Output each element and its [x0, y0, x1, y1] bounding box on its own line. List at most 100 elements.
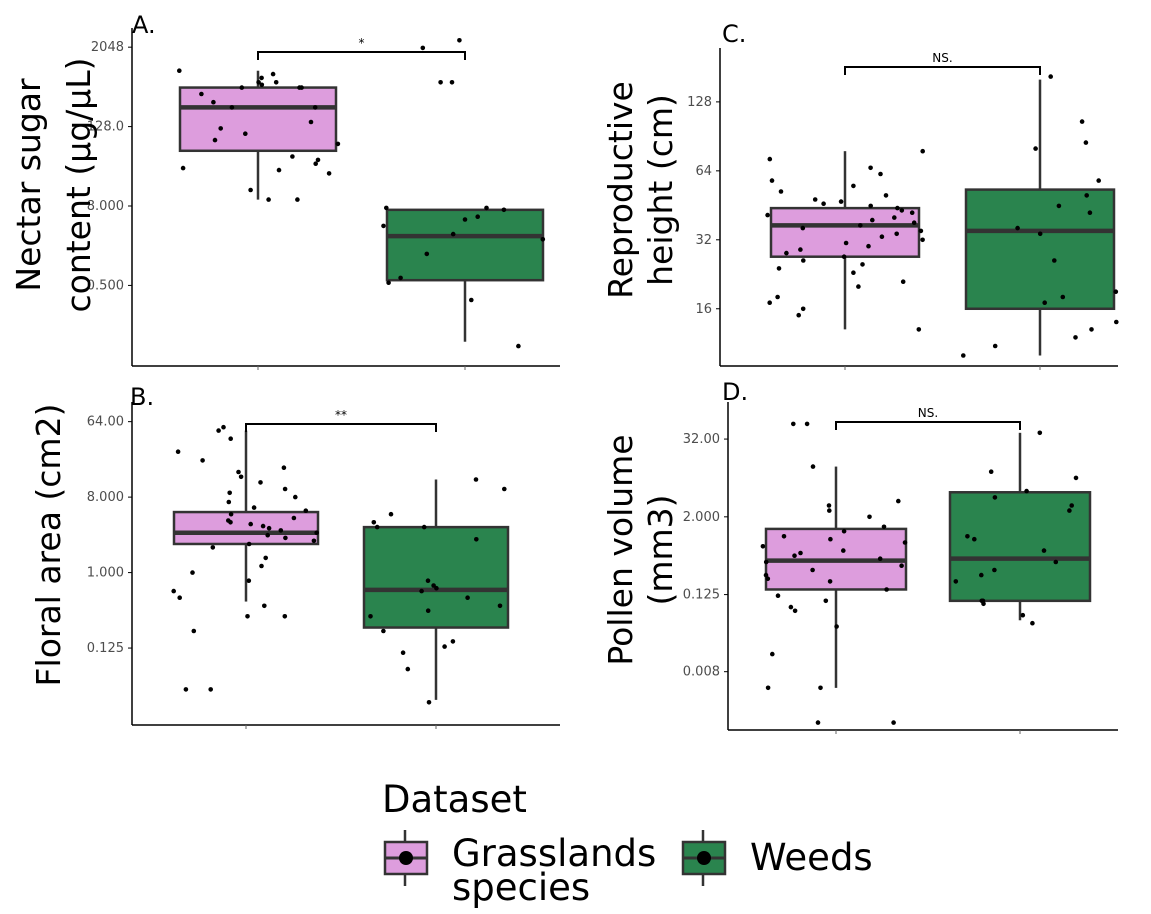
data-point: [841, 548, 846, 553]
data-point: [501, 207, 507, 213]
data-point: [426, 700, 432, 705]
data-point: [381, 628, 386, 634]
data-point: [236, 469, 241, 475]
data-point: [798, 550, 803, 556]
y-tick-label: 1.000: [87, 566, 124, 581]
legend-item-weeds: Weeds: [681, 830, 873, 886]
significance-label: NS.: [918, 406, 938, 420]
box-grasslands: [178, 86, 338, 153]
data-point: [191, 628, 197, 634]
data-point: [810, 464, 816, 469]
data-point: [438, 80, 443, 85]
data-point: [226, 518, 231, 523]
data-point: [266, 197, 271, 202]
data-point: [229, 105, 235, 110]
legend-label: Weeds: [750, 836, 873, 879]
data-point: [979, 572, 984, 578]
data-point: [516, 343, 521, 349]
significance-bracket: [257, 51, 466, 60]
data-point: [838, 199, 844, 204]
data-point: [278, 528, 284, 533]
y-tick-label: 2048: [91, 40, 124, 55]
data-point: [916, 327, 922, 332]
box-weeds: [964, 188, 1116, 311]
box-grasslands: [172, 510, 320, 546]
data-point: [1037, 231, 1043, 237]
data-point: [239, 85, 245, 90]
data-point: [421, 524, 427, 530]
data-point: [218, 126, 223, 131]
data-point: [884, 587, 889, 592]
data-point: [896, 498, 901, 504]
data-point: [248, 521, 253, 527]
data-point: [299, 85, 304, 90]
data-point: [775, 294, 780, 300]
data-point: [899, 208, 905, 213]
data-point: [856, 284, 861, 289]
data-point: [894, 231, 899, 237]
data-point: [183, 687, 189, 692]
data-point: [1053, 559, 1059, 565]
data-point: [291, 515, 297, 521]
data-point: [818, 685, 823, 691]
data-point: [870, 217, 875, 223]
y-tick-label: 128: [687, 95, 712, 110]
data-point: [308, 119, 314, 125]
data-point: [180, 165, 186, 171]
data-point: [858, 223, 863, 228]
data-point: [1084, 193, 1089, 198]
data-point: [841, 528, 847, 534]
data-point: [497, 603, 503, 609]
data-point: [765, 685, 771, 691]
data-point: [953, 579, 959, 584]
data-point: [843, 240, 849, 246]
data-point: [796, 312, 801, 318]
data-point: [208, 687, 213, 692]
data-point: [190, 570, 195, 575]
data-point: [1114, 319, 1119, 325]
data-point: [431, 583, 436, 588]
data-point: [918, 228, 924, 234]
data-point: [177, 595, 182, 600]
data-point: [1037, 430, 1043, 436]
y-tick-label: 32: [695, 233, 712, 248]
data-point: [776, 266, 782, 271]
data-point: [770, 651, 775, 657]
data-point: [384, 205, 389, 211]
data-point: [266, 525, 272, 531]
data-point: [1052, 258, 1057, 263]
data-point: [425, 608, 431, 613]
data-point: [763, 559, 769, 565]
y-tick-label: 0.500: [87, 278, 124, 293]
data-point: [256, 80, 261, 85]
data-point: [216, 428, 221, 433]
y-tick-label: 0.008: [683, 665, 720, 680]
data-point: [801, 258, 806, 263]
panel-label: A.: [132, 11, 156, 39]
y-axis-label: content (µg/µL): [59, 57, 98, 312]
data-point: [823, 598, 829, 604]
panel-label: D.: [722, 378, 748, 406]
data-point: [877, 556, 883, 561]
data-point: [313, 161, 319, 166]
data-point: [283, 535, 288, 541]
data-point: [765, 576, 771, 581]
data-point: [1041, 548, 1047, 553]
data-point: [899, 563, 904, 568]
data-point: [199, 91, 204, 97]
data-point: [1042, 300, 1047, 306]
data-point: [381, 223, 386, 229]
data-point: [892, 215, 897, 220]
y-tick-label: 0.125: [683, 588, 720, 603]
significance-bracket: [844, 66, 1041, 75]
data-point: [200, 458, 205, 463]
data-point: [420, 45, 426, 51]
data-point: [879, 234, 885, 239]
data-point: [765, 212, 770, 218]
data-point: [251, 505, 257, 510]
data-point: [282, 614, 288, 619]
data-point: [245, 614, 250, 619]
